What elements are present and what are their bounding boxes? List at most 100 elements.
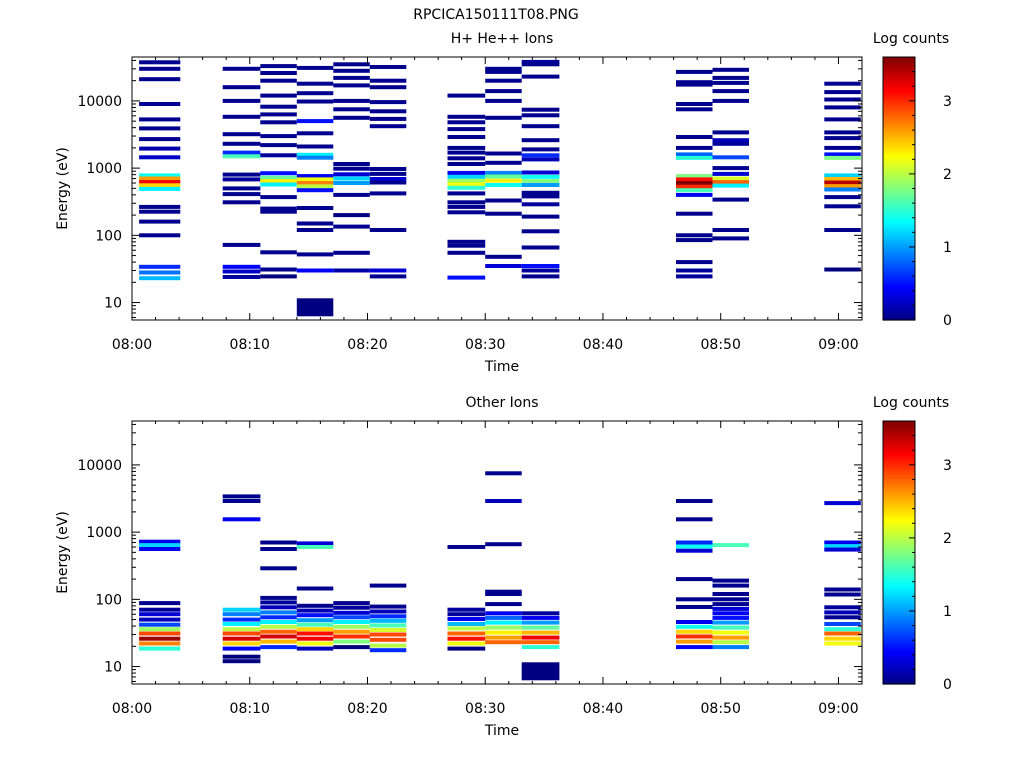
heatmap-cell <box>447 239 486 244</box>
colorbar-segment <box>883 138 915 141</box>
x-tick-label: 09:00 <box>818 701 858 717</box>
colorbar-segment <box>883 100 915 104</box>
heatmap-cell <box>447 243 486 248</box>
heatmap-cell <box>521 59 560 64</box>
colorbar-segment <box>883 127 915 130</box>
colorbar-segment <box>883 458 915 462</box>
heatmap-cell <box>824 177 861 181</box>
heatmap-cell <box>485 151 522 156</box>
colorbar-segment <box>883 640 915 643</box>
colorbar-segment <box>883 208 915 212</box>
heatmap-cell <box>333 629 370 634</box>
colorbar-segment <box>883 635 915 639</box>
heatmap-cell <box>296 298 334 317</box>
heatmap-cell <box>296 221 334 226</box>
heatmap-cell <box>222 200 261 205</box>
colorbar-segment <box>883 519 915 523</box>
colorbar-segment <box>883 517 915 521</box>
x-tick-label: 08:00 <box>112 701 152 717</box>
heatmap-cell <box>447 636 486 641</box>
heatmap-cell <box>712 578 749 583</box>
colorbar-segment <box>883 484 915 488</box>
heatmap-cell <box>676 620 713 624</box>
heatmap-cell <box>676 548 713 553</box>
heatmap-cell <box>139 617 181 622</box>
heatmap-cell <box>260 629 297 634</box>
heatmap-cell <box>369 609 407 614</box>
colorbar-segment <box>883 168 915 172</box>
heatmap-cell <box>712 75 749 80</box>
colorbar-tick-label: 0 <box>943 677 952 693</box>
heatmap-cell <box>139 60 181 65</box>
colorbar-segment <box>883 232 915 236</box>
colorbar-segment <box>883 499 915 503</box>
heatmap-cell <box>824 184 861 189</box>
colorbar-segment <box>883 103 915 106</box>
heatmap-cell <box>485 115 522 120</box>
heatmap-cell <box>139 636 181 641</box>
heatmap-cell <box>260 78 297 83</box>
colorbar-segment <box>883 631 915 635</box>
colorbar-segment <box>883 219 915 222</box>
colorbar-segment <box>883 260 915 264</box>
colorbar-segment <box>883 633 915 637</box>
colorbar-segment <box>883 602 915 606</box>
heatmap-cell <box>333 62 370 67</box>
y-tick-label: 1000 <box>86 161 122 177</box>
heatmap-cell <box>824 117 861 122</box>
colorbar-segment <box>883 59 915 62</box>
heatmap-cell <box>712 645 749 650</box>
colorbar-segment <box>883 611 915 615</box>
heatmap-cell <box>712 640 749 645</box>
heatmap-cell <box>260 605 297 610</box>
colorbar-segment <box>883 284 915 288</box>
colorbar-segment <box>883 124 915 128</box>
heatmap-cell <box>447 120 486 125</box>
heatmap-cell <box>676 260 713 265</box>
colorbar-segment <box>883 184 915 187</box>
heatmap-cell <box>139 219 181 224</box>
colorbar-segment <box>883 94 915 98</box>
heatmap-cell <box>139 539 181 544</box>
colorbar-segment <box>883 146 915 150</box>
heatmap-cell <box>222 646 261 651</box>
heatmap-cell <box>676 597 713 602</box>
heatmap-cell <box>296 541 334 546</box>
colorbar-segment <box>883 431 915 435</box>
heatmap-cell <box>369 177 407 181</box>
heatmap-cell <box>139 627 181 632</box>
heatmap-cell <box>712 180 749 185</box>
x-tick-label: 09:00 <box>818 337 858 353</box>
colorbar-segment <box>883 524 915 527</box>
heatmap-cell <box>676 605 713 609</box>
colorbar-segment <box>883 548 915 551</box>
colorbar-segment <box>883 87 915 91</box>
heatmap-cell <box>521 113 560 118</box>
heatmap-cell <box>485 635 522 640</box>
colorbar-segment <box>883 129 915 133</box>
heatmap-cell <box>485 611 522 616</box>
heatmap-cell <box>296 608 334 613</box>
heatmap-cell <box>824 136 861 141</box>
colorbar-segment <box>883 521 915 525</box>
colorbar-segment <box>883 210 915 214</box>
heatmap-cell <box>333 98 370 103</box>
heatmap-cell <box>824 204 861 209</box>
heatmap-cell <box>676 174 713 179</box>
heatmap-cell <box>260 112 297 117</box>
heatmap-cell <box>521 74 560 79</box>
colorbar-segment <box>883 596 915 600</box>
colorbar-segment <box>883 495 915 499</box>
colorbar-segment <box>883 502 915 505</box>
colorbar-segment <box>883 657 915 661</box>
heatmap-cell <box>676 634 713 639</box>
heatmap-cell <box>222 622 261 626</box>
heatmap-cell <box>676 80 713 85</box>
heatmap-cell <box>139 601 181 606</box>
heatmap-cell <box>676 233 713 238</box>
heatmap-cell <box>260 610 297 615</box>
heatmap-cell <box>485 589 522 594</box>
colorbar-segment <box>883 467 915 470</box>
heatmap-cell <box>824 187 861 192</box>
heatmap-cell <box>521 611 560 616</box>
